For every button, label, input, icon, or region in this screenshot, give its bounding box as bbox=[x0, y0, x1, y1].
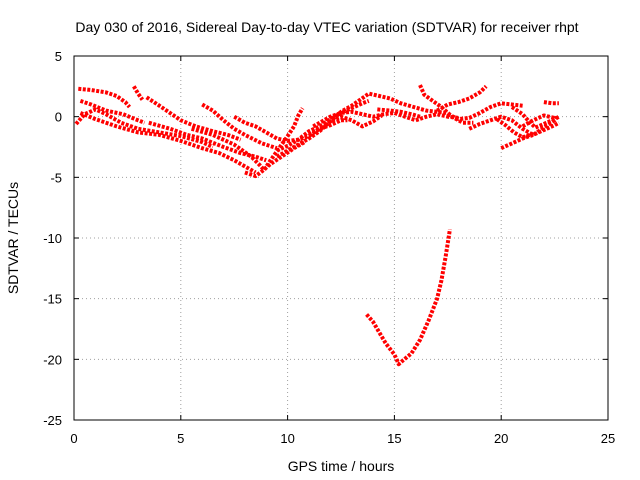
series-arc-2 bbox=[132, 85, 145, 101]
y-tick-label: -10 bbox=[43, 231, 62, 246]
series-arc-4 bbox=[74, 107, 214, 149]
series-arc-23 bbox=[521, 113, 556, 129]
y-tick-label: -20 bbox=[43, 352, 62, 367]
y-tick-label: 0 bbox=[55, 110, 62, 125]
series-arc-5 bbox=[79, 111, 257, 175]
series-arc-10 bbox=[233, 114, 348, 143]
x-axis-label: GPS time / hours bbox=[288, 458, 395, 474]
x-tick-label: 10 bbox=[280, 431, 294, 446]
series-arc-25 bbox=[495, 117, 534, 140]
axis-ticks: 0 5 10 15 20 25 5 0 -5 -10 -15 -20 -25 bbox=[43, 49, 615, 446]
series-arc-16 bbox=[377, 107, 421, 119]
series-arc-22 bbox=[510, 105, 560, 130]
series-arc-13 bbox=[275, 91, 449, 159]
series-arc-9 bbox=[201, 102, 278, 151]
series-arc-14 bbox=[312, 109, 459, 129]
chart-title: Day 030 of 2016, Sidereal Day-to-day VTE… bbox=[75, 19, 578, 35]
series-arc-3 bbox=[79, 99, 146, 125]
x-tick-label: 0 bbox=[70, 431, 77, 446]
y-tick-label: -15 bbox=[43, 292, 62, 307]
x-tick-label: 25 bbox=[601, 431, 615, 446]
series-arc-20 bbox=[468, 114, 559, 137]
data-series bbox=[74, 84, 560, 367]
x-tick-label: 5 bbox=[177, 431, 184, 446]
series-arc-1 bbox=[78, 86, 132, 109]
series-arc-21 bbox=[500, 120, 560, 151]
series-arc-7 bbox=[148, 120, 267, 163]
x-tick-label: 20 bbox=[494, 431, 508, 446]
series-arc-6 bbox=[145, 95, 242, 142]
x-tick-label: 15 bbox=[387, 431, 401, 446]
series-arc-26 bbox=[365, 229, 452, 367]
series-arc-8 bbox=[190, 107, 305, 173]
series-arc-18 bbox=[436, 84, 488, 113]
series-arc-19 bbox=[446, 101, 523, 122]
series-arc-15 bbox=[308, 113, 383, 137]
y-tick-label: -25 bbox=[43, 413, 62, 428]
series-arc-24 bbox=[543, 100, 559, 106]
y-tick-label: 5 bbox=[55, 49, 62, 64]
y-tick-label: -5 bbox=[50, 170, 62, 185]
y-axis-label: SDTVAR / TECUs bbox=[5, 182, 21, 294]
